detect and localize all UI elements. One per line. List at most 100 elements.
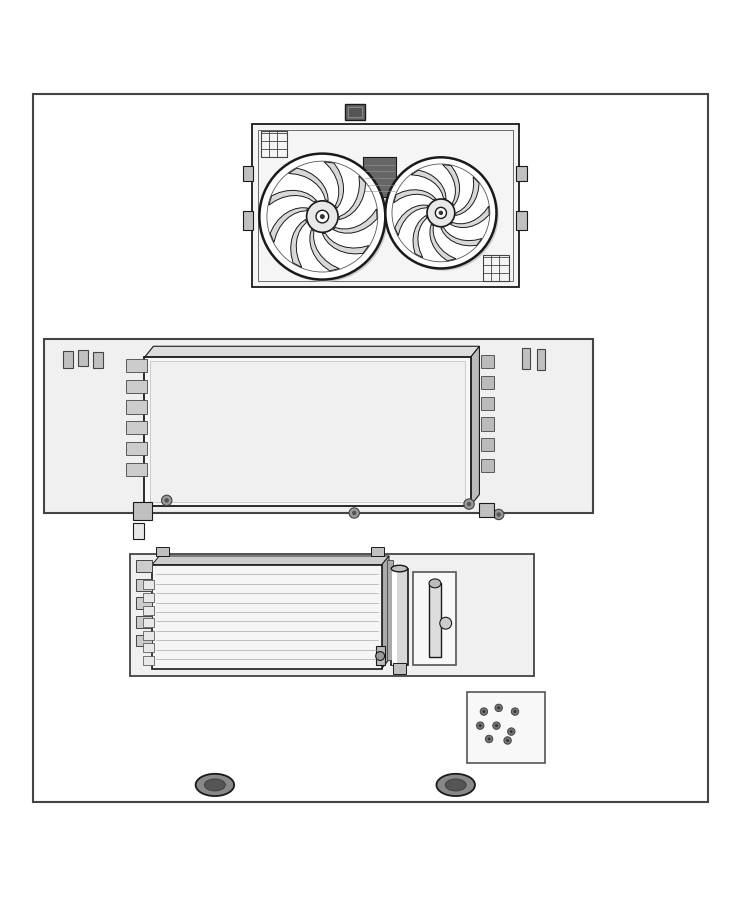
Circle shape bbox=[479, 724, 482, 727]
Bar bbox=[152, 565, 382, 669]
Polygon shape bbox=[442, 165, 459, 205]
Circle shape bbox=[259, 154, 385, 280]
Circle shape bbox=[488, 737, 491, 741]
Circle shape bbox=[352, 511, 356, 515]
Circle shape bbox=[439, 211, 443, 215]
Bar bbox=[144, 357, 471, 506]
Circle shape bbox=[480, 708, 488, 716]
Bar bbox=[78, 350, 88, 366]
Circle shape bbox=[511, 708, 519, 716]
Circle shape bbox=[476, 722, 484, 729]
Circle shape bbox=[482, 710, 485, 713]
Bar bbox=[481, 397, 494, 410]
Circle shape bbox=[494, 509, 504, 519]
Polygon shape bbox=[252, 124, 519, 287]
Bar bbox=[126, 400, 147, 414]
Circle shape bbox=[464, 499, 474, 509]
Bar bbox=[136, 598, 152, 609]
Polygon shape bbox=[395, 205, 428, 236]
Circle shape bbox=[514, 710, 516, 713]
Bar bbox=[363, 157, 396, 197]
Circle shape bbox=[385, 158, 496, 268]
Polygon shape bbox=[333, 209, 377, 233]
Bar bbox=[522, 348, 530, 369]
Circle shape bbox=[262, 156, 388, 282]
Bar bbox=[392, 569, 397, 665]
Bar bbox=[63, 351, 73, 368]
Polygon shape bbox=[382, 556, 389, 669]
Bar bbox=[143, 606, 154, 615]
Bar bbox=[479, 503, 494, 517]
Circle shape bbox=[307, 201, 338, 232]
Ellipse shape bbox=[445, 779, 466, 791]
Polygon shape bbox=[451, 206, 489, 228]
Circle shape bbox=[495, 704, 502, 712]
Bar bbox=[429, 583, 441, 658]
Bar bbox=[483, 255, 509, 281]
Bar bbox=[243, 212, 253, 230]
Bar bbox=[156, 547, 169, 556]
Bar bbox=[136, 579, 152, 590]
Bar bbox=[143, 618, 154, 627]
Polygon shape bbox=[269, 190, 316, 205]
Circle shape bbox=[440, 617, 451, 629]
Bar bbox=[126, 359, 147, 373]
Circle shape bbox=[388, 159, 499, 271]
Bar bbox=[376, 646, 385, 665]
Circle shape bbox=[320, 214, 325, 219]
Bar bbox=[481, 356, 494, 368]
Bar bbox=[413, 572, 456, 665]
Polygon shape bbox=[441, 228, 482, 246]
Polygon shape bbox=[325, 162, 344, 208]
Circle shape bbox=[493, 722, 500, 729]
Polygon shape bbox=[471, 346, 479, 506]
Polygon shape bbox=[430, 224, 456, 261]
Polygon shape bbox=[290, 220, 306, 267]
Bar bbox=[387, 560, 393, 660]
Polygon shape bbox=[413, 215, 427, 257]
Ellipse shape bbox=[205, 779, 225, 791]
Bar bbox=[467, 692, 545, 762]
Bar bbox=[516, 212, 527, 230]
Bar bbox=[391, 569, 408, 665]
Ellipse shape bbox=[429, 579, 441, 588]
Polygon shape bbox=[270, 208, 308, 242]
Bar bbox=[143, 631, 154, 640]
Bar bbox=[516, 166, 527, 181]
Ellipse shape bbox=[391, 565, 408, 572]
Bar bbox=[136, 561, 152, 572]
Bar bbox=[143, 644, 154, 652]
Bar bbox=[143, 593, 154, 602]
Ellipse shape bbox=[436, 774, 475, 796]
Bar bbox=[126, 463, 147, 476]
Circle shape bbox=[467, 502, 471, 507]
Circle shape bbox=[349, 508, 359, 518]
Circle shape bbox=[506, 739, 509, 742]
Bar bbox=[261, 131, 287, 158]
Bar bbox=[348, 107, 362, 117]
Bar bbox=[133, 502, 152, 520]
Bar bbox=[44, 339, 593, 513]
Polygon shape bbox=[411, 170, 446, 199]
Bar bbox=[93, 352, 103, 368]
Polygon shape bbox=[288, 168, 328, 201]
Bar bbox=[537, 349, 545, 370]
Bar bbox=[393, 663, 406, 674]
Bar bbox=[481, 459, 494, 472]
Circle shape bbox=[376, 652, 385, 661]
Bar bbox=[143, 656, 154, 665]
Polygon shape bbox=[456, 177, 479, 216]
Polygon shape bbox=[339, 176, 365, 220]
Bar bbox=[126, 380, 147, 393]
Bar bbox=[481, 376, 494, 389]
Bar bbox=[126, 421, 147, 435]
Circle shape bbox=[435, 207, 446, 219]
Circle shape bbox=[508, 728, 515, 735]
Bar bbox=[150, 361, 465, 502]
Circle shape bbox=[497, 706, 500, 709]
Polygon shape bbox=[310, 230, 339, 271]
Bar bbox=[481, 418, 494, 431]
Circle shape bbox=[496, 512, 501, 517]
Ellipse shape bbox=[196, 774, 234, 796]
Bar bbox=[126, 442, 147, 455]
